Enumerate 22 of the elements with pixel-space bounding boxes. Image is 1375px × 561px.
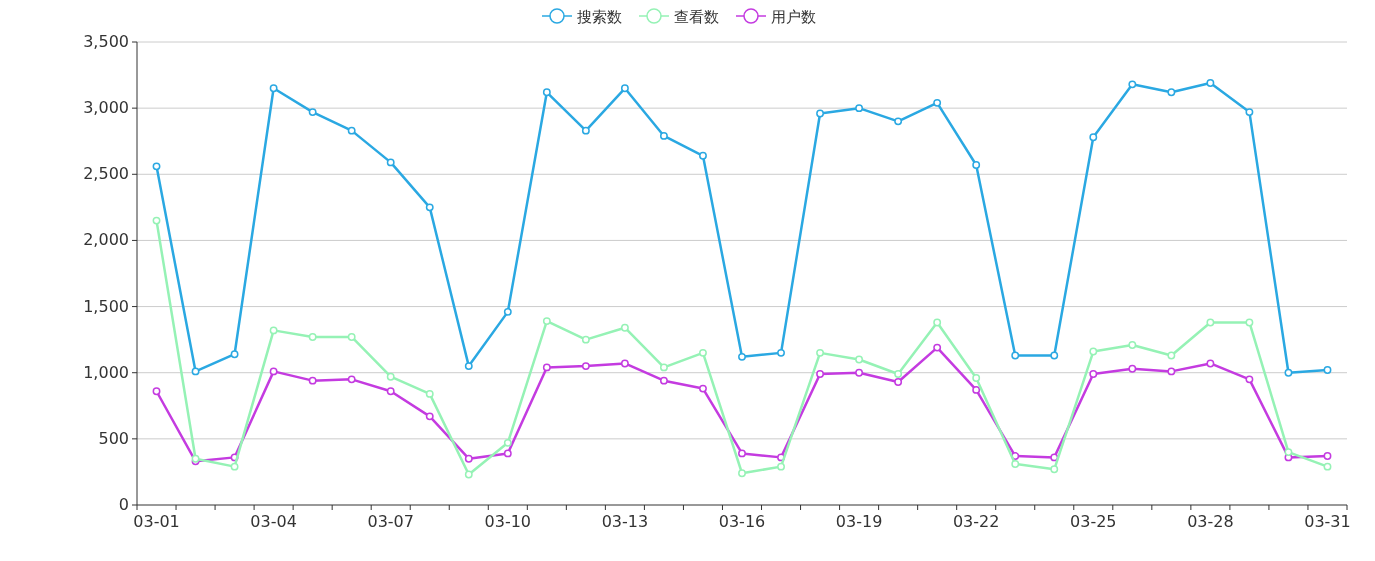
x-tick-label: 03-01 [133,512,180,531]
x-tick-label: 03-07 [367,512,414,531]
x-tick-label: 03-04 [250,512,297,531]
y-tick-label: 3,000 [83,98,129,118]
y-tick-label: 1,000 [83,362,129,382]
legend-label: 搜索数 [577,7,622,26]
x-tick-label: 03-25 [1070,512,1117,531]
y-tick-label: 1,500 [83,296,129,316]
y-tick-label: 2,500 [83,164,129,184]
x-tick-label: 03-19 [835,512,883,531]
y-tick-label: 2,000 [83,230,129,250]
y-tick-label: 500 [98,428,129,448]
x-tick-label: 03-22 [952,512,1000,531]
y-tick-label: 0 [118,495,129,514]
legend-label: 查看数 [674,7,719,26]
legend-label: 用户数 [771,7,816,26]
x-tick-label: 03-13 [601,512,649,531]
x-tick-label: 03-28 [1187,512,1234,531]
x-tick-label: 03-31 [1304,512,1351,531]
y-tick-label: 3,500 [83,32,129,51]
x-tick-label: 03-10 [484,512,532,531]
x-tick-label: 03-16 [718,512,766,531]
